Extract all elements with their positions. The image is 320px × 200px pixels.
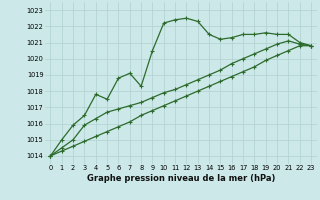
X-axis label: Graphe pression niveau de la mer (hPa): Graphe pression niveau de la mer (hPa) [87, 174, 275, 183]
